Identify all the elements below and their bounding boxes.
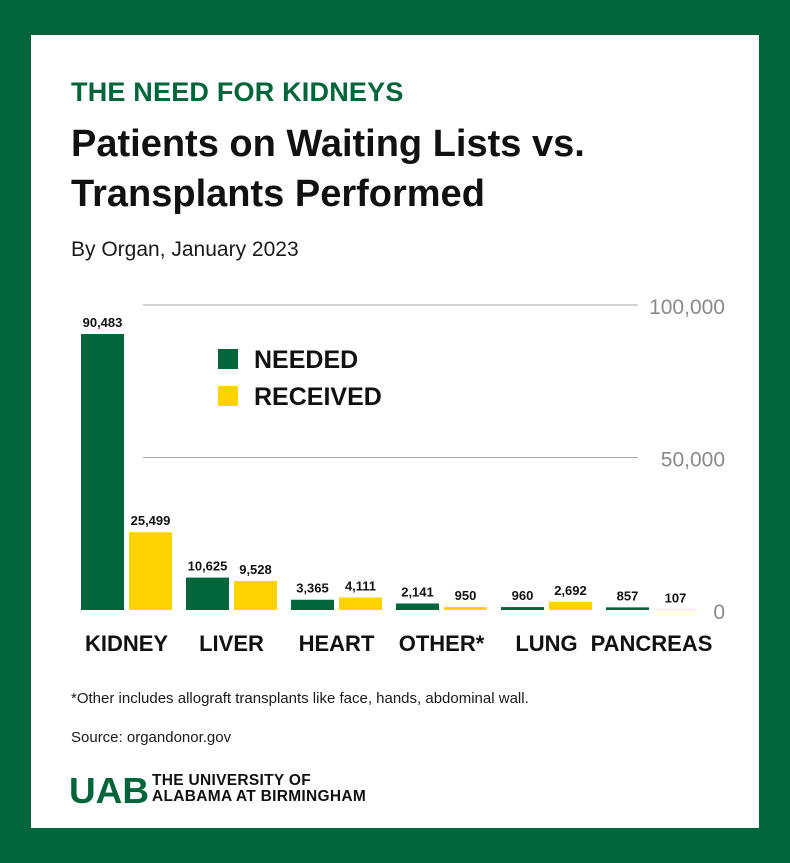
chart-subtitle: By Organ, January 2023	[71, 238, 299, 261]
bar-value-label: 3,365	[296, 581, 329, 596]
infographic-card: THE NEED FOR KIDNEYS Patients on Waiting…	[31, 35, 759, 828]
bar-value-label: 90,483	[83, 315, 123, 330]
category-label: LIVER	[199, 631, 264, 656]
category-label: LUNG	[515, 631, 577, 656]
bar-value-label: 2,141	[401, 584, 434, 599]
bar-needed	[396, 603, 439, 610]
legend-swatch-needed	[218, 349, 238, 369]
bar-value-label: 950	[455, 588, 477, 603]
bar-received	[339, 597, 382, 610]
legend-label: NEEDED	[254, 346, 358, 374]
legend-swatch-received	[218, 386, 238, 406]
grid-lines: 0 50,000 100,000	[143, 296, 725, 624]
bar-value-label: 9,528	[239, 562, 272, 577]
category-label: OTHER*	[399, 631, 485, 656]
category-label: PANCREAS	[591, 631, 713, 656]
bar-value-label: 10,625	[188, 559, 228, 574]
bar-received	[234, 580, 277, 610]
bar-needed	[291, 599, 334, 610]
legend: NEEDED RECEIVED	[218, 346, 382, 411]
bar-value-label: 960	[512, 588, 534, 603]
bar-needed	[186, 577, 229, 610]
source-note: Source: organdonor.gov	[71, 729, 232, 746]
y-tick-label: 0	[713, 601, 725, 624]
bar-value-label: 857	[617, 588, 639, 603]
category-label: KIDNEY	[85, 631, 168, 656]
bars: 90,483 25,499 KIDNEY 10,625 9,528 LIVER 3,365 4…	[81, 315, 712, 656]
uab-logo: UAB	[69, 775, 149, 805]
chart-title: Patients on Waiting Lists vs. Transplant…	[71, 123, 585, 215]
bar-value-label: 107	[665, 591, 687, 606]
bar-value-label: 25,499	[131, 513, 171, 528]
bar-received	[129, 532, 172, 610]
kicker-heading: THE NEED FOR KIDNEYS	[71, 77, 404, 107]
uab-logo-text: UAB	[69, 775, 149, 805]
y-tick-label: 100,000	[649, 296, 725, 319]
bar-received	[444, 607, 487, 610]
bar-value-label: 2,692	[554, 583, 587, 598]
y-tick-label: 50,000	[661, 449, 725, 472]
category-label: HEART	[299, 631, 375, 656]
footnote: *Other includes allograft transplants li…	[71, 690, 529, 707]
bar-needed	[501, 607, 544, 610]
legend-label: RECEIVED	[254, 383, 382, 411]
university-name-line1: THE UNIVERSITY OF	[152, 772, 311, 789]
bar-needed	[81, 334, 124, 610]
bar-received	[549, 601, 592, 610]
university-name-line2: ALABAMA AT BIRMINGHAM	[152, 788, 367, 805]
bar-needed	[606, 607, 649, 610]
bar-value-label: 4,111	[345, 578, 376, 593]
